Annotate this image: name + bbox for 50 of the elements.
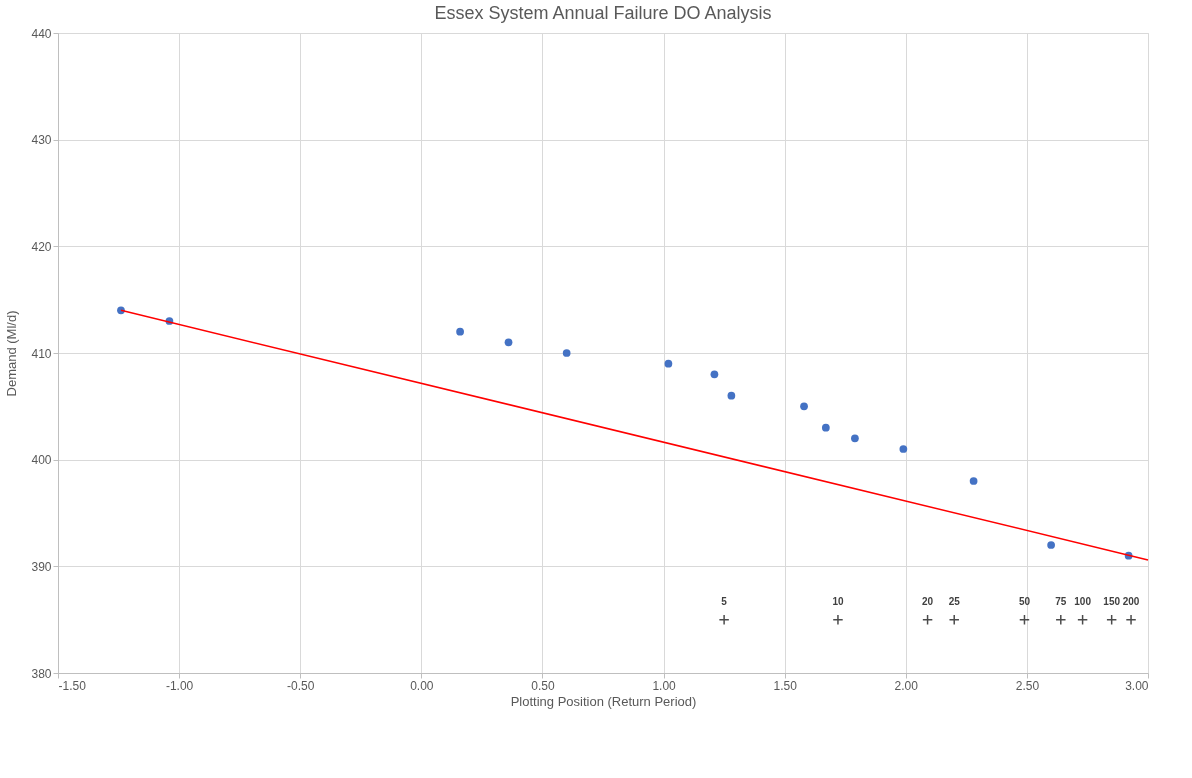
point [1077, 614, 1089, 626]
point [727, 391, 736, 400]
x-tick-label: -1.00 [165, 678, 194, 693]
point [800, 402, 808, 411]
x-tick-label: 2.00 [894, 678, 919, 693]
x-tick-label: -0.50 [287, 678, 315, 693]
annotation: 50 [1018, 595, 1031, 607]
x-tick-label: 1.00 [652, 678, 677, 693]
annotation: 75 [1055, 595, 1067, 607]
point [948, 614, 960, 626]
y-tick-label: 430 [31, 133, 52, 148]
y-tick-label: 440 [31, 26, 52, 41]
point [832, 614, 844, 626]
annotation: 150 [1103, 595, 1121, 607]
point [710, 370, 719, 379]
annotation: 100 [1074, 595, 1092, 607]
y-tick-label: 410 [31, 346, 52, 361]
point [922, 614, 934, 626]
annotation: 5 [721, 595, 728, 607]
y-tick-label: 390 [31, 559, 52, 574]
x-tick-label: 3.00 [1125, 678, 1149, 693]
point [1125, 614, 1137, 626]
y-tick-label: 380 [31, 666, 52, 681]
point [969, 477, 978, 485]
y-tick-label: 400 [31, 453, 52, 468]
point [851, 434, 859, 443]
x-tick-label: -1.50 [58, 678, 87, 693]
point [1047, 541, 1055, 549]
annotation: 10 [832, 595, 844, 607]
point [504, 338, 513, 347]
point [664, 359, 673, 368]
x-tick-label: 0.00 [410, 678, 434, 693]
chart-title: Essex System Annual Failure DO Analysis [434, 3, 772, 23]
x-tick-label: 2.50 [1015, 678, 1040, 693]
y-axis-title: Demand (Ml/d) [4, 310, 20, 397]
x-tick-label: 0.50 [531, 678, 555, 693]
point [1106, 614, 1118, 626]
annotation: 200 [1122, 595, 1140, 607]
x-axis-title: Plotting Position (Return Period) [510, 693, 697, 709]
point [1018, 614, 1030, 626]
point [899, 445, 908, 453]
annotation: 20 [922, 595, 934, 607]
point [562, 349, 571, 357]
point [456, 327, 464, 336]
point [718, 614, 730, 626]
x-tick-label: 1.50 [773, 678, 798, 693]
y-tick-label: 420 [31, 239, 52, 254]
point [1055, 614, 1067, 626]
point [821, 423, 830, 432]
annotation: 25 [948, 595, 961, 607]
